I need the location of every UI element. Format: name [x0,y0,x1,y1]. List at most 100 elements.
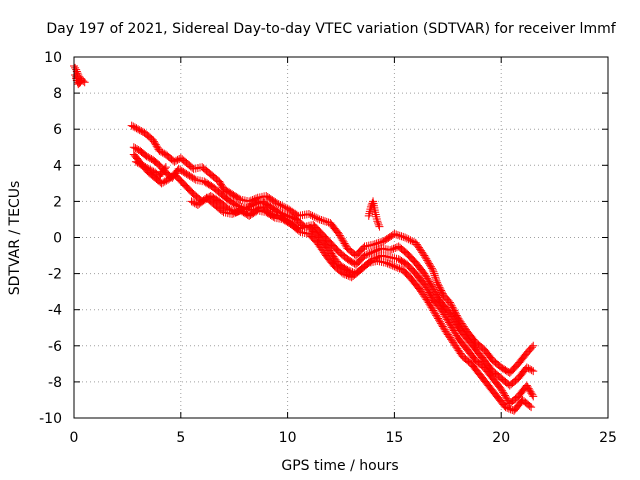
y-tick-label: -10 [39,411,62,427]
data-point [422,272,431,281]
data-point [420,280,429,289]
y-tick-label: 0 [53,231,62,247]
data-point [446,300,455,309]
data-point [218,207,227,216]
data-point [72,74,81,83]
data-point [401,233,410,242]
x-tick-label: 0 [70,430,79,446]
data-point [142,152,151,161]
data-point [141,163,150,172]
data-point [155,146,164,155]
data-point [408,237,417,246]
data-point [129,143,138,152]
data-point [171,156,180,165]
data-point [529,367,538,376]
data-point [497,385,506,394]
data-point [372,214,381,223]
data-point [447,301,456,310]
data-point [431,309,440,318]
data-point [308,211,317,220]
data-point [72,65,81,74]
data-point [395,264,404,273]
data-point [428,304,437,313]
data-point [430,271,439,280]
data-point [425,277,434,286]
data-point [320,217,329,226]
data-point [345,266,354,275]
data-point [426,301,435,310]
data-point [426,291,435,300]
data-point [372,239,381,248]
data-point [369,247,378,256]
data-point [337,234,346,243]
data-point [304,210,313,219]
data-point [374,245,383,254]
data-point [363,259,372,268]
data-point [231,208,240,217]
data-point [158,148,167,157]
y-axis-label: SDTVAR / TECUs [7,181,23,296]
data-point [189,198,198,207]
data-point [278,201,287,210]
x-tick-label: 25 [599,430,617,446]
data-point [145,154,154,163]
data-point [447,323,456,332]
data-point [187,197,196,206]
data-point [448,324,457,333]
data-point [527,366,536,375]
data-point [76,78,85,87]
data-point [390,262,399,271]
data-point [288,214,297,223]
data-point [529,392,538,401]
data-point [427,303,436,312]
data-point [421,253,430,262]
data-point [359,243,368,252]
data-point [388,261,397,270]
x-tick-label: 10 [279,430,297,446]
data-point [251,194,260,203]
data-point [500,391,509,400]
data-point [338,236,347,245]
data-point [399,232,408,241]
data-point [306,210,315,219]
data-point [360,251,369,260]
data-point [443,315,452,324]
y-tick-label: -8 [48,375,62,391]
x-axis-label: GPS time / hours [281,458,398,474]
data-point [431,275,440,284]
data-point [426,279,434,288]
data-point [501,393,510,402]
data-point [426,261,434,270]
data-point [445,320,454,329]
data-point [448,303,457,312]
data-point [160,177,169,186]
y-tick-label: 8 [53,86,62,102]
data-point [190,174,199,183]
data-point [438,322,447,331]
data-point [339,237,348,246]
data-point [525,401,534,410]
data-point [522,363,531,372]
data-point [451,329,460,338]
data-point [147,166,156,175]
data-point [373,217,382,226]
data-point [365,209,374,218]
data-point [130,123,139,132]
data-point [529,341,538,350]
data-point [526,365,535,374]
data-point [397,232,406,241]
data-point [310,212,319,221]
data-point [339,269,348,278]
data-point [424,276,433,285]
data-point [434,314,443,323]
data-point [362,250,371,259]
data-point [445,298,454,307]
x-tick-label: 15 [385,430,403,446]
data-point [248,195,257,204]
data-point [435,316,444,325]
data-point [374,252,383,261]
grid [74,57,608,418]
data-point [312,213,321,222]
x-tick-label: 5 [176,430,185,446]
